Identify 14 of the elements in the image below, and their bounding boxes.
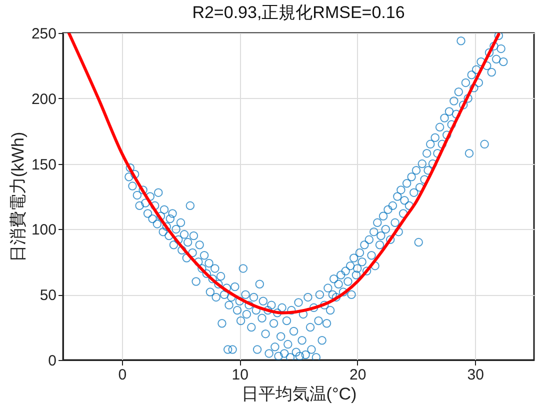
x-tick-label: 0 [118,366,127,384]
y-tick-label: 250 [31,26,56,42]
x-tick-label: 20 [350,366,366,384]
y-tick-label: 200 [31,90,56,108]
y-tick-label: 50 [40,287,56,304]
y-tick-label: 100 [31,222,56,239]
x-tick-label: 10 [232,366,248,384]
x-axis-title: 日平均気温(°C) [241,384,357,404]
y-tick-label: 150 [31,156,56,174]
chart-title: R2=0.93,正規化RMSE=0.16 [192,3,405,22]
x-tick-label: 30 [467,366,484,384]
y-tick-label: 0 [48,352,56,370]
y-axis-title: 日消費電力(kWh) [8,132,28,262]
line-series [67,33,500,314]
